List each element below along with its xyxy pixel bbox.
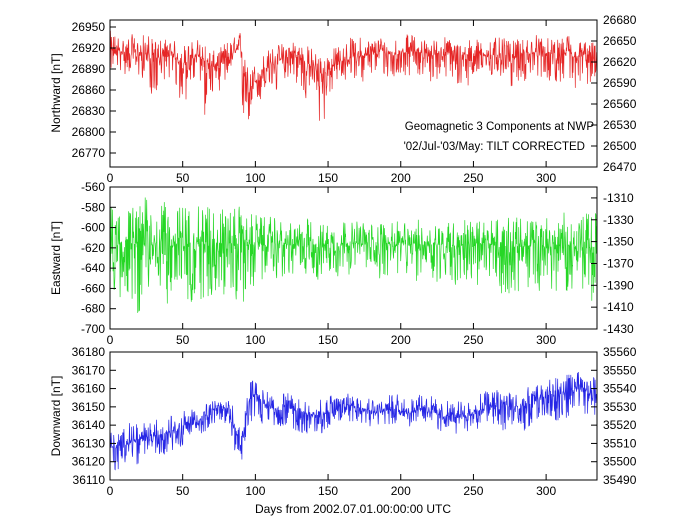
downward-data-line-0 — [109, 371, 598, 471]
downward-plot-frame — [109, 351, 598, 481]
eastward-y-tick-label: -580 — [81, 200, 105, 214]
northward-y-right-tick-label: 26680 — [603, 13, 637, 27]
northward-y-tick-label: 26890 — [72, 62, 106, 76]
eastward-x-tick-label: 100 — [245, 333, 265, 347]
northward-y-right-tick-label: 26650 — [603, 34, 637, 48]
downward-y-right-tick-label: 35530 — [603, 400, 637, 414]
northward-x-tick-label: 250 — [463, 171, 483, 185]
northward-y-tick-label: 26920 — [72, 41, 106, 55]
northward-y-right-tick-label: 26620 — [603, 55, 637, 69]
eastward-x-tick-label: 50 — [176, 333, 190, 347]
eastward-x-tick-label: 300 — [536, 333, 556, 347]
eastward-ticks: 0 50 100 150 200 250 300 -700 -680 -660 -640 -620 -6… — [81, 180, 634, 347]
northward-y-right-tick-label: 26590 — [603, 76, 637, 90]
eastward-y-tick-label: -620 — [81, 241, 105, 255]
downward-x-tick-label: 300 — [536, 484, 556, 498]
northward-x-tick-label: 0 — [107, 171, 114, 185]
eastward-y-right-tick-label: -1410 — [603, 300, 634, 314]
northward-y-axis-label: Northward [nT] — [49, 53, 63, 132]
downward-y-tick-label: 36140 — [72, 418, 106, 432]
downward-y-right-tick-label: 35510 — [603, 436, 637, 450]
downward-x-tick-label: 50 — [176, 484, 190, 498]
eastward-y-right-tick-label: -1390 — [603, 278, 634, 292]
eastward-x-tick-label: 200 — [391, 333, 411, 347]
downward-y-tick-label: 36160 — [72, 382, 106, 396]
eastward-x-tick-label: 0 — [107, 333, 114, 347]
eastward-y-right-tick-label: -1430 — [603, 322, 634, 336]
downward-x-tick-label: 0 — [107, 484, 114, 498]
downward-y-right-tick-label: 35560 — [603, 345, 637, 359]
downward-x-tick-label: 150 — [318, 484, 338, 498]
northward-y-tick-label: 26770 — [72, 146, 106, 160]
eastward-y-axis-label: Eastward [nT] — [49, 221, 63, 295]
downward-y-tick-label: 36130 — [72, 436, 106, 450]
northward-x-tick-label: 50 — [176, 171, 190, 185]
downward-x-tick-label: 100 — [245, 484, 265, 498]
northward-ticks: 0 50 100 150 200 250 300 26770 26800 26830 26860 26… — [72, 13, 637, 185]
downward-y-axis-label: Downward [nT] — [49, 376, 63, 457]
northward-series — [109, 30, 598, 121]
downward-y-right-tick-label: 35540 — [603, 382, 637, 396]
eastward-y-tick-label: -640 — [81, 261, 105, 275]
chart-subtitle-annotation: '02/Jul-'03/May: TILT CORRECTED — [404, 141, 585, 153]
panel-downward: 0 50 100 150 200 250 300 36110 36120 36130 36140 36… — [49, 345, 637, 498]
downward-y-tick-label: 36170 — [72, 363, 106, 377]
northward-x-tick-label: 200 — [391, 171, 411, 185]
eastward-x-tick-label: 150 — [318, 333, 338, 347]
downward-y-right-tick-label: 35520 — [603, 418, 637, 432]
downward-y-tick-label: 36180 — [72, 345, 106, 359]
downward-ticks: 0 50 100 150 200 250 300 36110 36120 36130 36140 36… — [72, 345, 637, 498]
eastward-y-right-tick-label: -1370 — [603, 256, 634, 270]
northward-x-tick-label: 300 — [536, 171, 556, 185]
northward-y-tick-label: 26950 — [72, 20, 106, 34]
northward-y-tick-label: 26830 — [72, 104, 106, 118]
northward-y-right-tick-label: 26560 — [603, 97, 637, 111]
northward-x-tick-label: 150 — [318, 171, 338, 185]
panel-northward: 0 50 100 150 200 250 300 26770 26800 26830 26860 26… — [49, 13, 637, 185]
northward-y-right-tick-label: 26530 — [603, 118, 637, 132]
northward-plot-frame — [109, 19, 598, 168]
northward-y-tick-label: 26860 — [72, 83, 106, 97]
eastward-plot-frame — [109, 186, 598, 330]
downward-y-right-tick-label: 35500 — [603, 455, 637, 469]
eastward-data-line-0 — [109, 197, 598, 313]
chart-title-annotation: Geomagnetic 3 Components at NWP — [405, 121, 595, 133]
eastward-x-tick-label: 250 — [463, 333, 483, 347]
eastward-y-tick-label: -560 — [81, 180, 105, 194]
downward-series — [109, 371, 598, 471]
eastward-y-tick-label: -660 — [81, 281, 105, 295]
eastward-y-right-tick-label: -1350 — [603, 235, 634, 249]
downward-x-tick-label: 250 — [463, 484, 483, 498]
eastward-y-tick-label: -600 — [81, 221, 105, 235]
northward-x-tick-label: 100 — [245, 171, 265, 185]
eastward-y-tick-label: -680 — [81, 302, 105, 316]
panel-eastward: 0 50 100 150 200 250 300 -700 -680 -660 -640 -620 -6… — [49, 180, 634, 347]
eastward-y-right-tick-label: -1330 — [603, 213, 634, 227]
northward-y-right-tick-label: 26500 — [603, 139, 637, 153]
downward-y-tick-label: 36120 — [72, 455, 106, 469]
downward-y-right-tick-label: 35550 — [603, 363, 637, 377]
northward-y-right-tick-label: 26470 — [603, 160, 637, 174]
northward-data-line-0 — [109, 30, 598, 121]
downward-x-tick-label: 200 — [391, 484, 411, 498]
downward-y-right-tick-label: 35490 — [603, 473, 637, 487]
downward-y-tick-label: 36110 — [73, 473, 106, 487]
x-axis-label: Days from 2002.07.01.00:00:00 UTC — [255, 502, 451, 516]
eastward-y-right-tick-label: -1310 — [603, 191, 634, 205]
eastward-series — [109, 197, 598, 313]
eastward-y-tick-label: -700 — [81, 322, 105, 336]
downward-y-tick-label: 36150 — [72, 400, 106, 414]
northward-y-tick-label: 26800 — [72, 125, 106, 139]
